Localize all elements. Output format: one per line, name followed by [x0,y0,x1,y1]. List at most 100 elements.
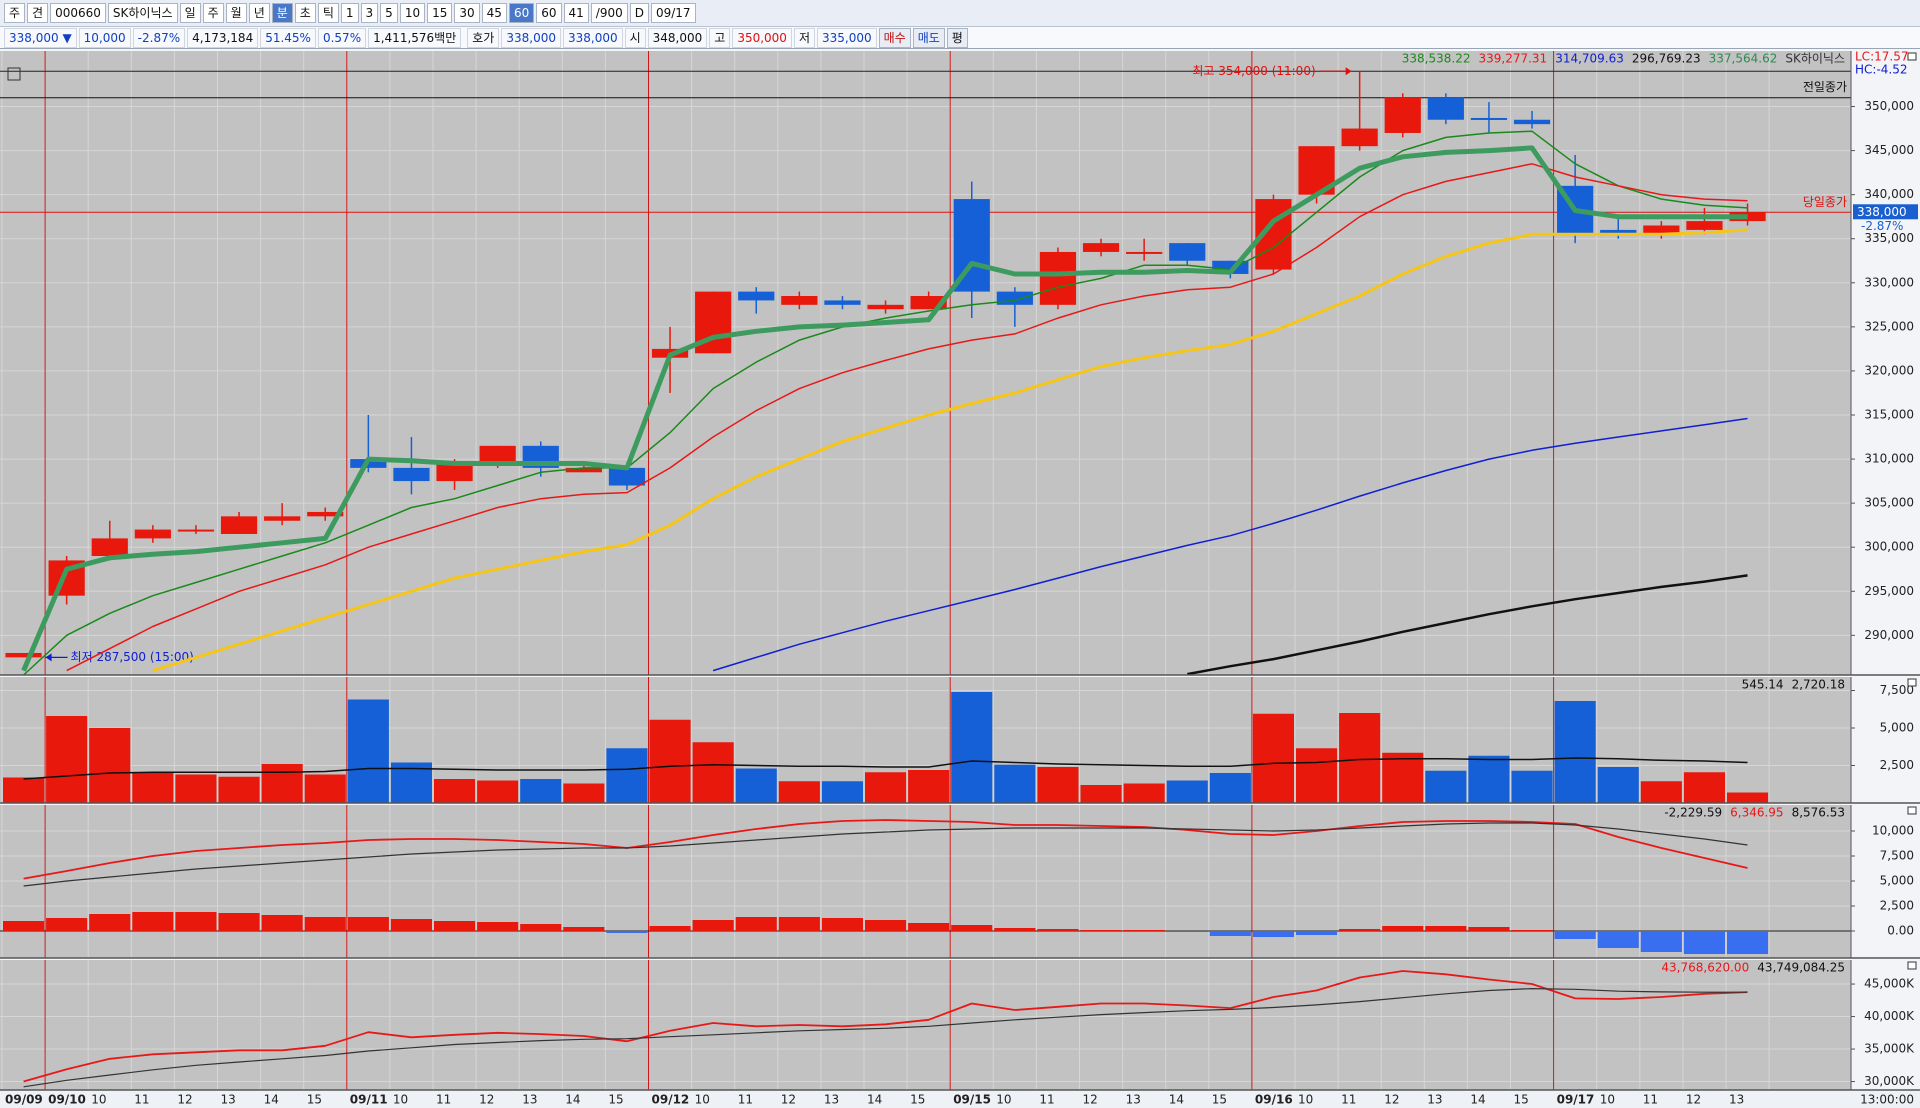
toolbar-button[interactable]: 1 [340,3,359,23]
toolbar-button[interactable]: 45 [481,3,507,23]
volume-bar [132,773,174,803]
toolbar-button[interactable]: 10 [399,3,426,23]
series-line [66,163,1748,672]
toolbar-button[interactable]: 분 [271,3,293,23]
x-tick-label: 09/11 [350,1093,388,1107]
x-tick-label: 09/15 [953,1093,991,1107]
x-tick-label: 14 [264,1093,279,1107]
toolbar-button[interactable]: 월 [225,3,247,23]
candle-body [867,304,904,310]
x-tick-label: 15 [910,1093,925,1107]
histogram-bar [778,917,820,931]
quote-field[interactable]: 매수 [878,27,911,48]
volume-bar [1511,770,1553,803]
toolbar-button[interactable]: 60 [508,3,535,23]
annotation-arrowhead [45,653,52,662]
histogram-bar [434,921,476,931]
volume-bar [1468,755,1510,803]
quote-field: 시 [624,27,646,48]
toolbar: 주 견 000660 SK하이닉스 일 주 월 년 분 초 틱 1 3 5 10 15 30 45 60 60 41/9… [0,0,1920,27]
candle-body [824,300,861,305]
series-line [1187,574,1748,676]
panel-button [1907,52,1917,61]
volume-bar [865,772,907,803]
toolbar-button[interactable]: 15 [427,3,453,23]
volume-bar [1554,701,1596,803]
histogram-bar [692,920,734,931]
quote-field: 1,411,576백만 [368,27,462,48]
histogram-bar [994,928,1036,931]
candle-body [565,467,602,473]
volume-bar [1382,752,1424,803]
x-tick-label: 09/10 [48,1093,86,1107]
quote-field[interactable]: 매도 [912,27,945,48]
candle-body [996,291,1033,305]
toolbar-button[interactable]: 30 [454,3,480,23]
legend-value: 545.14 [1742,678,1784,692]
histogram-bar [1037,929,1079,931]
candle-body [1082,243,1120,252]
legend-value: -2,229.59 [1664,806,1722,820]
histogram-bar [175,912,217,931]
quote-field: 338,000 [562,27,623,48]
toolbar-button[interactable]: SK하이닉스 [107,3,178,23]
x-tick-label: 13 [221,1093,236,1107]
volume-bar [735,768,777,803]
toolbar-button[interactable]: 년 [248,3,270,23]
candle-body [608,467,646,486]
volume-bar [218,776,260,803]
toolbar-button[interactable]: 초 [294,3,316,23]
x-end-label: 13:00:00 [1860,1093,1914,1107]
toolbar-button[interactable]: 일 [179,3,201,23]
histogram-bar [1597,931,1639,948]
axis-gutter [1851,677,1920,803]
quote-field: 350,000 [732,27,792,48]
quote-field[interactable]: 평 [946,27,968,48]
quote-field: 저 [793,27,815,48]
quote-field: 0.57% [317,27,367,48]
y-tick-label: 5,000 [1880,721,1914,735]
toolbar-button[interactable]: 5 [380,3,398,23]
histogram-bar [46,918,88,931]
volume-bar [563,783,605,803]
y-tick-label: 35,000K [1864,1042,1915,1056]
toolbar-button[interactable]: 틱 [317,3,339,23]
x-tick-label: 09/12 [652,1093,690,1107]
candle-body [1600,229,1637,235]
toolbar-button[interactable]: 주 [202,3,224,23]
x-tick-label: 12 [1384,1093,1399,1107]
toolbar-button[interactable]: 09/17 [650,3,696,23]
x-tick-label: 11 [1643,1093,1658,1107]
candle-body [738,291,775,301]
reference-label: 전일종가 [1803,80,1847,94]
toolbar-button[interactable]: D [629,3,649,23]
x-tick-label: 13 [1126,1093,1141,1107]
toolbar-button[interactable]: /900 [590,3,628,23]
last-price-change: -2.87% [1861,219,1903,233]
reference-label: 당일종가 [1803,195,1847,209]
candle-body [1686,221,1723,230]
y-tick-label: 335,000 [1864,231,1914,245]
toolbar-button[interactable]: 견 [27,3,49,23]
toolbar-button[interactable]: 41 [563,3,589,23]
y-tick-label: 10,000 [1872,824,1914,838]
toolbar-button[interactable]: 60 [536,3,562,23]
quote-field: 호가 [467,27,500,48]
x-tick-label: 10 [996,1093,1011,1107]
histogram-bar [1683,931,1725,954]
y-tick-label: 320,000 [1864,363,1914,377]
x-tick-label: 14 [565,1093,580,1107]
histogram-bar [951,925,993,931]
candle-body [1470,117,1508,120]
histogram-bar [1123,930,1165,931]
toolbar-button[interactable]: 3 [360,3,379,23]
histogram-bar [606,931,648,933]
y-tick-label: 0.00 [1887,924,1914,938]
toolbar-button[interactable]: 주 [4,3,26,23]
toolbar-button[interactable]: 000660 [50,3,106,23]
volume-bar [994,764,1036,803]
histogram-bar [1209,931,1251,936]
series-line [23,822,1748,887]
y-tick-label: 305,000 [1864,496,1914,510]
volume-bar [1339,713,1381,803]
